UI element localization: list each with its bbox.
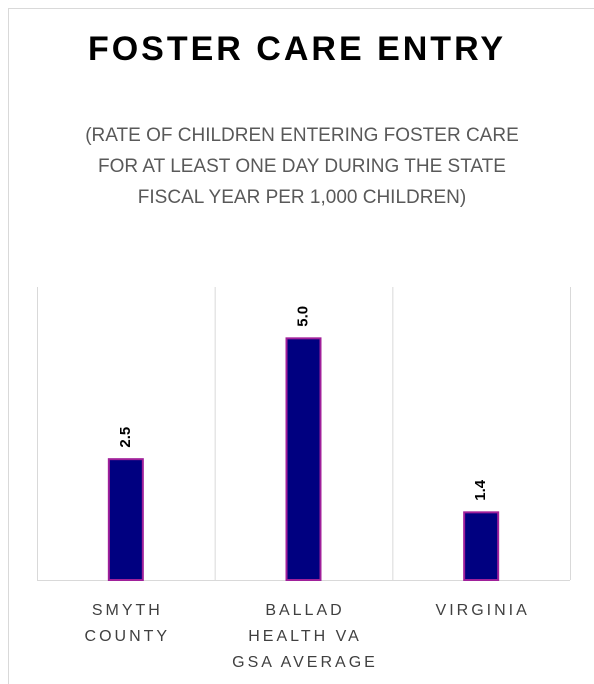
x-tick-label: VIRGINIA [435,602,530,619]
bar [463,511,500,581]
bar [285,337,322,582]
data-label: 2.5 [117,427,134,448]
chart-title: FOSTER CARE ENTRY [87,30,507,68]
x-tick-label: BALLAD HEALTH VA GSA AVERAGE [232,602,378,671]
data-label: 1.4 [472,479,489,501]
data-label: 5.0 [294,306,311,327]
x-tick-label: SMYTH COUNTY [84,602,171,645]
chart-subtitle: (RATE OF CHILDREN ENTERING FOSTER CARE F… [85,125,519,208]
chart-border [8,8,594,684]
bar [107,458,144,581]
